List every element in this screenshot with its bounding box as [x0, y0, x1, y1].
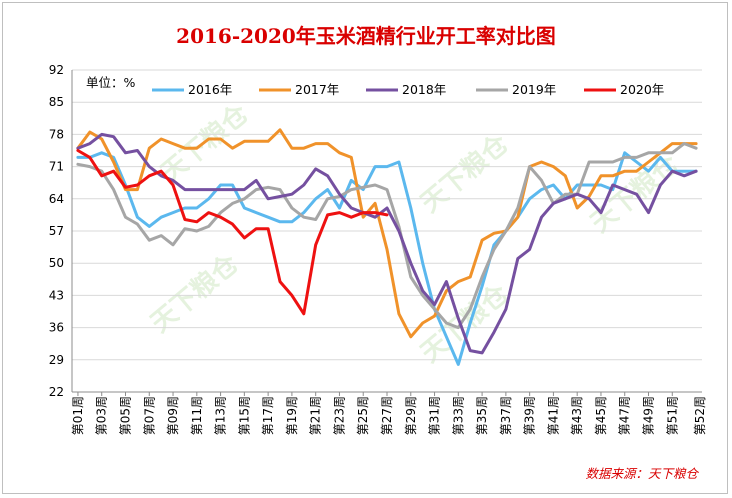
legend-label: 2017年	[295, 82, 339, 97]
x-tick-label: 第47周	[618, 396, 632, 435]
x-tick-label: 第49周	[642, 396, 656, 435]
y-tick-label: 71	[49, 160, 64, 174]
x-tick-label: 第52周	[693, 396, 707, 435]
y-tick-label: 43	[49, 288, 64, 302]
watermark: 天下粮仓	[145, 248, 245, 339]
x-tick-label: 第37周	[499, 396, 513, 435]
x-tick-label: 第33周	[451, 396, 465, 435]
watermark: 天下粮仓	[415, 128, 515, 219]
y-tick-label: 85	[49, 95, 64, 109]
legend-label: 2019年	[512, 82, 556, 97]
x-tick-label: 第41周	[546, 396, 560, 435]
legend-label: 2016年	[188, 82, 232, 97]
source-note: 数据来源：天下粮仓	[585, 466, 699, 481]
y-tick-label: 50	[49, 256, 64, 270]
x-tick-label: 第23周	[332, 396, 346, 435]
y-tick-label: 92	[49, 63, 64, 77]
y-axis: 92 85 78 71 64 57 50 43 36 29 22	[49, 63, 73, 399]
legend-label: 2020年	[620, 82, 664, 97]
chart-title: 2016-2020年玉米酒精行业开工率对比图	[176, 24, 556, 48]
x-tick-label: 第03周	[95, 396, 109, 435]
x-tick-label: 第11周	[190, 396, 204, 435]
x-tick-label: 第05周	[118, 396, 132, 435]
y-tick-label: 78	[49, 127, 64, 141]
y-tick-label: 64	[49, 192, 64, 206]
series-line-2019年	[76, 142, 698, 330]
x-tick-label: 第35周	[475, 396, 489, 435]
x-tick-label: 第51周	[665, 396, 679, 435]
gridlines	[72, 69, 702, 393]
x-axis: 第01周 第03周 第05周 第07周 第09周 第11周 第13周 第15周 第17周 第19周…	[71, 391, 707, 435]
x-tick-label: 第13周	[214, 396, 228, 435]
x-tick-label: 第21周	[309, 396, 323, 435]
x-tick-label: 第43周	[570, 396, 584, 435]
y-tick-label: 22	[49, 385, 64, 399]
x-tick-label: 第09周	[166, 396, 180, 435]
y-tick-label: 57	[49, 224, 64, 238]
x-tick-label: 第29周	[404, 396, 418, 435]
x-tick-label: 第25周	[356, 396, 370, 435]
x-tick-label: 第07周	[142, 396, 156, 435]
y-tick-label: 36	[49, 321, 64, 335]
chart-frame	[2, 2, 728, 494]
series-line-2017年	[76, 128, 698, 339]
x-tick-label: 第45周	[594, 396, 608, 435]
unit-label: 单位：%	[86, 75, 136, 90]
x-tick-label: 第01周	[71, 396, 85, 435]
series-line-2018年	[76, 132, 698, 355]
series-line-2020年	[76, 149, 389, 316]
series-lines	[76, 128, 698, 366]
legend-label: 2018年	[402, 82, 446, 97]
x-tick-label: 第17周	[261, 396, 275, 435]
x-tick-label: 第27周	[380, 396, 394, 435]
x-tick-label: 第19周	[285, 396, 299, 435]
x-tick-label: 第39周	[523, 396, 537, 435]
y-tick-label: 29	[49, 353, 64, 367]
x-tick-label: 第15周	[237, 396, 251, 435]
x-tick-label: 第31周	[428, 396, 442, 435]
legend: 2016年 2017年 2018年 2019年 2020年	[152, 82, 664, 97]
